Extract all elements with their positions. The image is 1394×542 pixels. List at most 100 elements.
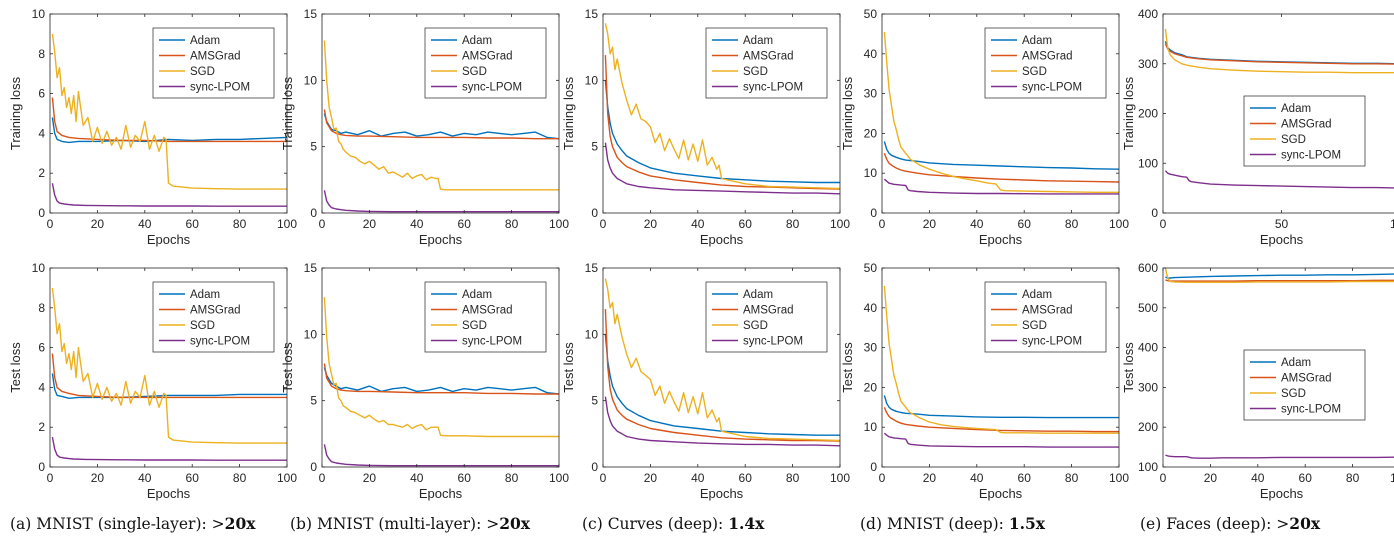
- y-tick-label: 0: [38, 460, 45, 474]
- y-tick-label: 5: [591, 140, 598, 154]
- y-tick-label: 400: [1138, 7, 1158, 21]
- legend-label: Adam: [743, 289, 773, 301]
- y-tick-label: 15: [304, 7, 318, 21]
- x-tick-label: 0: [319, 217, 326, 231]
- x-tick-label: 60: [1299, 471, 1313, 485]
- chart-test-d: 0 20 40 60 80 100 0 10 20 30 40 50 Epochs Test loss Ad…: [840, 261, 1129, 501]
- x-tick-label: 60: [1018, 217, 1032, 231]
- y-tick-label: 40: [864, 301, 878, 315]
- legend: Adam AMSGrad SGD sync-LPOM: [984, 281, 1107, 353]
- y-tick-label: 0: [591, 460, 598, 474]
- legend-label: AMSGrad: [190, 51, 241, 63]
- caption-b: (b) MNIST (multi-layer): >20x: [290, 514, 530, 533]
- axes-box: [881, 267, 1120, 468]
- series-line-amsgrad: [51, 97, 287, 143]
- caption-b-speedup: 20x: [499, 514, 531, 533]
- x-axis-label: Epochs: [1260, 486, 1304, 501]
- x-tick-label: 0: [47, 471, 54, 485]
- y-tick-label: 5: [310, 394, 317, 408]
- x-tick-label: 60: [458, 217, 472, 231]
- x-axis-label: Epochs: [419, 232, 463, 247]
- chart-test-e: 0 20 40 60 80 100 100 200 300 400 500 600 Epochs Test…: [1121, 261, 1394, 501]
- y-tick-label: 20: [864, 126, 878, 140]
- x-tick-label: 20: [363, 217, 377, 231]
- series-line-sgd: [323, 297, 559, 438]
- series-line-amsgrad: [323, 363, 559, 395]
- y-tick-label: 5: [310, 140, 317, 154]
- legend-label: AMSGrad: [1281, 373, 1332, 385]
- legend: Adam AMSGrad SGD sync-LPOM: [424, 281, 547, 353]
- x-tick-label: 80: [233, 217, 247, 231]
- x-tick-label: 40: [970, 471, 984, 485]
- y-tick-label: 200: [1138, 107, 1158, 121]
- x-tick-label: 40: [1251, 471, 1265, 485]
- y-tick-label: 50: [864, 7, 878, 21]
- series-line-sgd: [883, 285, 1119, 434]
- y-tick-label: 0: [38, 206, 45, 220]
- x-tick-label: 50: [1275, 217, 1289, 231]
- y-axis-label: Training loss: [840, 76, 855, 150]
- legend-label: AMSGrad: [462, 305, 513, 317]
- x-tick-label: 0: [879, 217, 886, 231]
- x-tick-label: 20: [644, 471, 658, 485]
- y-tick-label: 30: [864, 87, 878, 101]
- x-tick-label: 20: [923, 471, 937, 485]
- y-tick-label: 200: [1138, 420, 1158, 434]
- legend: Adam AMSGrad SGD sync-LPOM: [1243, 349, 1366, 421]
- caption-e-text: (e) Faces (deep): >: [1140, 515, 1290, 533]
- x-tick-label: 0: [600, 471, 607, 485]
- x-tick-label: 0: [879, 471, 886, 485]
- legend-label: sync-LPOM: [1022, 336, 1082, 348]
- y-tick-label: 20: [864, 380, 878, 394]
- y-tick-label: 6: [38, 341, 45, 355]
- y-tick-label: 10: [304, 327, 318, 341]
- x-tick-label: 100: [277, 217, 297, 231]
- x-tick-label: 0: [1160, 471, 1167, 485]
- legend-label: Adam: [190, 35, 220, 47]
- legend-label: Adam: [1281, 357, 1311, 369]
- caption-a-text: (a) MNIST (single-layer): >: [10, 515, 225, 533]
- x-axis-label: Epochs: [419, 486, 463, 501]
- y-tick-label: 10: [32, 261, 46, 275]
- x-axis-label: Epochs: [700, 232, 744, 247]
- x-tick-label: 80: [1346, 471, 1360, 485]
- axes-box: [602, 13, 841, 214]
- y-tick-label: 0: [310, 206, 317, 220]
- x-tick-label: 20: [923, 217, 937, 231]
- x-tick-label: 80: [505, 471, 519, 485]
- series-line-sgd: [1164, 268, 1394, 283]
- axes-box: [602, 267, 841, 468]
- chart-train-e: 0 50 100 0 100 200 300 400 Epochs Training loss Ad…: [1121, 7, 1394, 247]
- y-tick-label: 300: [1138, 57, 1158, 71]
- series-line-sgd: [51, 287, 287, 444]
- legend-label: Adam: [1022, 35, 1052, 47]
- y-tick-label: 300: [1138, 380, 1158, 394]
- chart-test-b: 0 20 40 60 80 100 0 5 10 15 Epochs Test loss Adam AMS…: [280, 261, 569, 501]
- x-tick-label: 0: [1160, 217, 1167, 231]
- x-axis-label: Epochs: [1260, 232, 1304, 247]
- x-tick-label: 80: [505, 217, 519, 231]
- legend: Adam AMSGrad SGD sync-LPOM: [152, 27, 275, 99]
- axes-box: [49, 13, 288, 214]
- series-line-sgd: [51, 33, 287, 190]
- y-axis-label: Test loss: [280, 342, 295, 393]
- y-tick-label: 10: [864, 166, 878, 180]
- caption-c: (c) Curves (deep): 1.4x: [582, 514, 764, 533]
- legend-label: SGD: [1022, 320, 1047, 332]
- series-line-adam: [323, 367, 559, 395]
- series-line-sgd: [1164, 28, 1394, 74]
- legend-label: AMSGrad: [1022, 51, 1073, 63]
- y-tick-label: 10: [32, 7, 46, 21]
- series-line-sync-lpom: [1164, 170, 1394, 189]
- y-axis-label: Test loss: [1121, 342, 1136, 393]
- series-line-amsgrad: [323, 109, 559, 140]
- x-tick-label: 20: [91, 217, 105, 231]
- series-line-adam: [1165, 273, 1394, 279]
- x-tick-label: 80: [786, 471, 800, 485]
- series-line-amsgrad: [1164, 43, 1394, 65]
- caption-a-speedup: 20x: [224, 514, 256, 533]
- y-axis-label: Training loss: [561, 76, 576, 150]
- caption-c-speedup: 1.4x: [728, 514, 765, 533]
- legend-label: SGD: [1022, 66, 1047, 78]
